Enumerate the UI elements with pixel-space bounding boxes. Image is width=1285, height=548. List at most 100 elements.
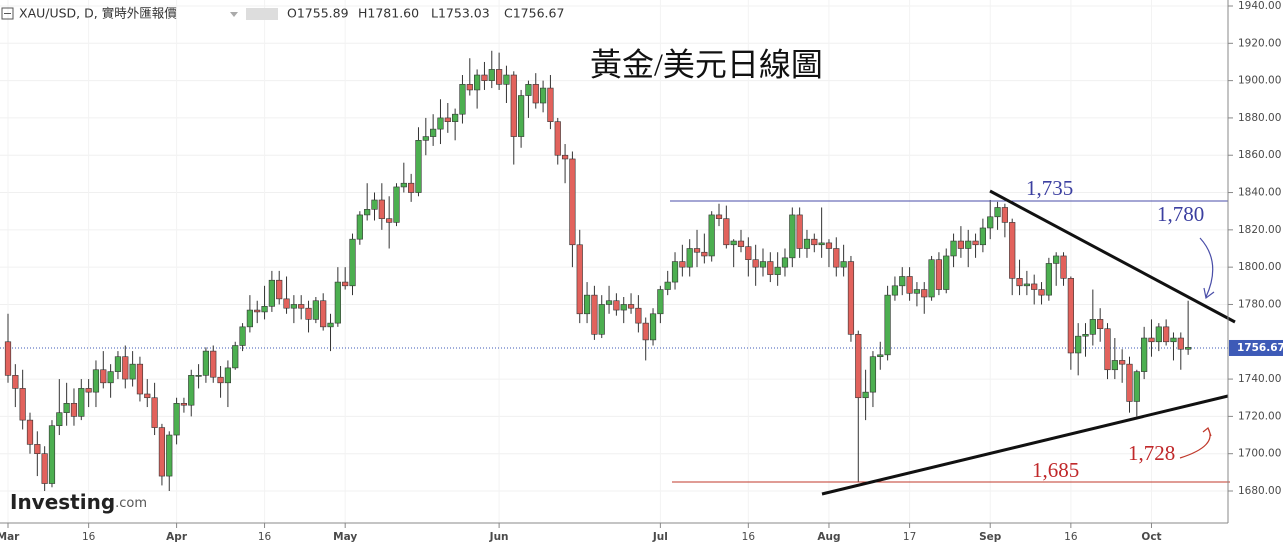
- candle-body: [847, 261, 855, 335]
- candle-body: [173, 403, 180, 436]
- candle-body: [400, 182, 407, 188]
- candle-body: [78, 388, 85, 417]
- candle-body: [334, 281, 341, 324]
- candle-body: [12, 375, 19, 389]
- candle-body: [781, 257, 789, 268]
- x-tick-label: 16: [258, 531, 272, 543]
- candle-body: [767, 261, 774, 275]
- candle-body: [884, 294, 891, 356]
- candle-body: [1126, 363, 1133, 402]
- candle-body: [34, 444, 41, 454]
- logo: Investing.com: [10, 490, 147, 514]
- candle-body: [510, 74, 517, 137]
- candle-body: [129, 363, 136, 380]
- candle-body: [70, 403, 78, 417]
- candle-body: [1045, 263, 1052, 296]
- candle-body: [1082, 334, 1089, 337]
- candle-body: [649, 313, 657, 341]
- candles: [4, 50, 1192, 492]
- x-tick-label: 16: [82, 531, 96, 543]
- candle-body: [4, 341, 12, 376]
- x-tick-label: May: [333, 531, 357, 543]
- candle-body: [19, 388, 26, 421]
- candle-body: [774, 266, 781, 275]
- candle-body: [1038, 289, 1045, 296]
- candle-body: [825, 242, 833, 249]
- ohlc-low: L1753.03: [431, 6, 490, 21]
- settings-icons[interactable]: [246, 8, 278, 20]
- candle-body: [444, 117, 451, 122]
- ohlc-open: O1755.89: [287, 6, 349, 21]
- candle-body: [869, 356, 877, 393]
- candle-body: [906, 276, 913, 294]
- y-tick-label: 1820.00: [1238, 224, 1281, 236]
- candle-body: [195, 375, 202, 377]
- logo-text: Investing: [10, 490, 115, 514]
- candle-body: [386, 218, 393, 223]
- candle-body: [818, 242, 825, 246]
- y-tick-label: 1700.00: [1238, 448, 1281, 460]
- candle-body: [217, 376, 224, 384]
- candle-body: [642, 322, 649, 341]
- candle-body: [1163, 326, 1170, 343]
- collapse-icon[interactable]: [1, 7, 14, 20]
- candle-body: [503, 74, 510, 85]
- candle-body: [1155, 326, 1162, 343]
- chart-title: 黃金/美元日線圖: [590, 46, 823, 82]
- candle-body: [151, 397, 158, 428]
- candle-body: [305, 307, 312, 320]
- candle-body: [92, 369, 100, 393]
- candle-body: [994, 207, 1001, 218]
- candle-body: [1148, 337, 1155, 343]
- candle-body: [833, 248, 840, 268]
- candle-body: [408, 182, 415, 193]
- candle-body: [474, 74, 481, 91]
- candle-body: [730, 240, 737, 246]
- candle-body: [26, 419, 34, 445]
- last-price-label: 1756.67: [1237, 342, 1285, 354]
- candle-body: [943, 255, 950, 290]
- candle-body: [437, 117, 444, 130]
- x-tick-label: Mar: [0, 531, 20, 543]
- candle-body: [246, 309, 253, 328]
- candle-body: [254, 309, 261, 313]
- candle-body: [1177, 337, 1184, 350]
- candle-body: [210, 350, 217, 378]
- ohlc-high: H1781.60: [358, 6, 419, 21]
- candle-body: [613, 300, 620, 311]
- y-tick-label: 1780.00: [1238, 298, 1281, 310]
- candle-body: [1185, 347, 1192, 350]
- y-tick-label: 1720.00: [1238, 410, 1281, 422]
- candle-body: [1119, 360, 1126, 365]
- candle-body: [525, 84, 532, 96]
- candle-body: [422, 136, 429, 141]
- candle-body: [598, 304, 605, 335]
- candle-body: [723, 218, 730, 246]
- y-tick-label: 1840.00: [1238, 187, 1281, 199]
- ohlc-close: C1756.67: [504, 6, 564, 21]
- candle-body: [891, 285, 899, 296]
- candle-body: [144, 393, 151, 399]
- dropdown-icon[interactable]: [230, 12, 238, 17]
- candle-body: [693, 248, 701, 253]
- x-tick-label: Sep: [979, 531, 1002, 543]
- candle-body: [1170, 337, 1177, 343]
- candle-body: [283, 298, 290, 309]
- candle-body: [452, 113, 459, 122]
- candle-body: [180, 403, 188, 406]
- candle-body: [539, 87, 547, 104]
- candle-body: [232, 345, 239, 369]
- candle-body: [950, 240, 957, 257]
- candle-body: [63, 403, 70, 413]
- candle-body: [620, 304, 627, 311]
- candle-body: [371, 199, 378, 210]
- candle-body: [664, 281, 671, 290]
- candle-body: [488, 69, 495, 81]
- candle-body: [972, 240, 979, 246]
- candle-body: [979, 227, 986, 246]
- y-tick-label: 1860.00: [1238, 149, 1281, 161]
- candle-body: [202, 350, 210, 376]
- candle-body: [298, 304, 305, 309]
- x-tick-label: 16: [1064, 531, 1078, 543]
- candle-body: [877, 354, 884, 357]
